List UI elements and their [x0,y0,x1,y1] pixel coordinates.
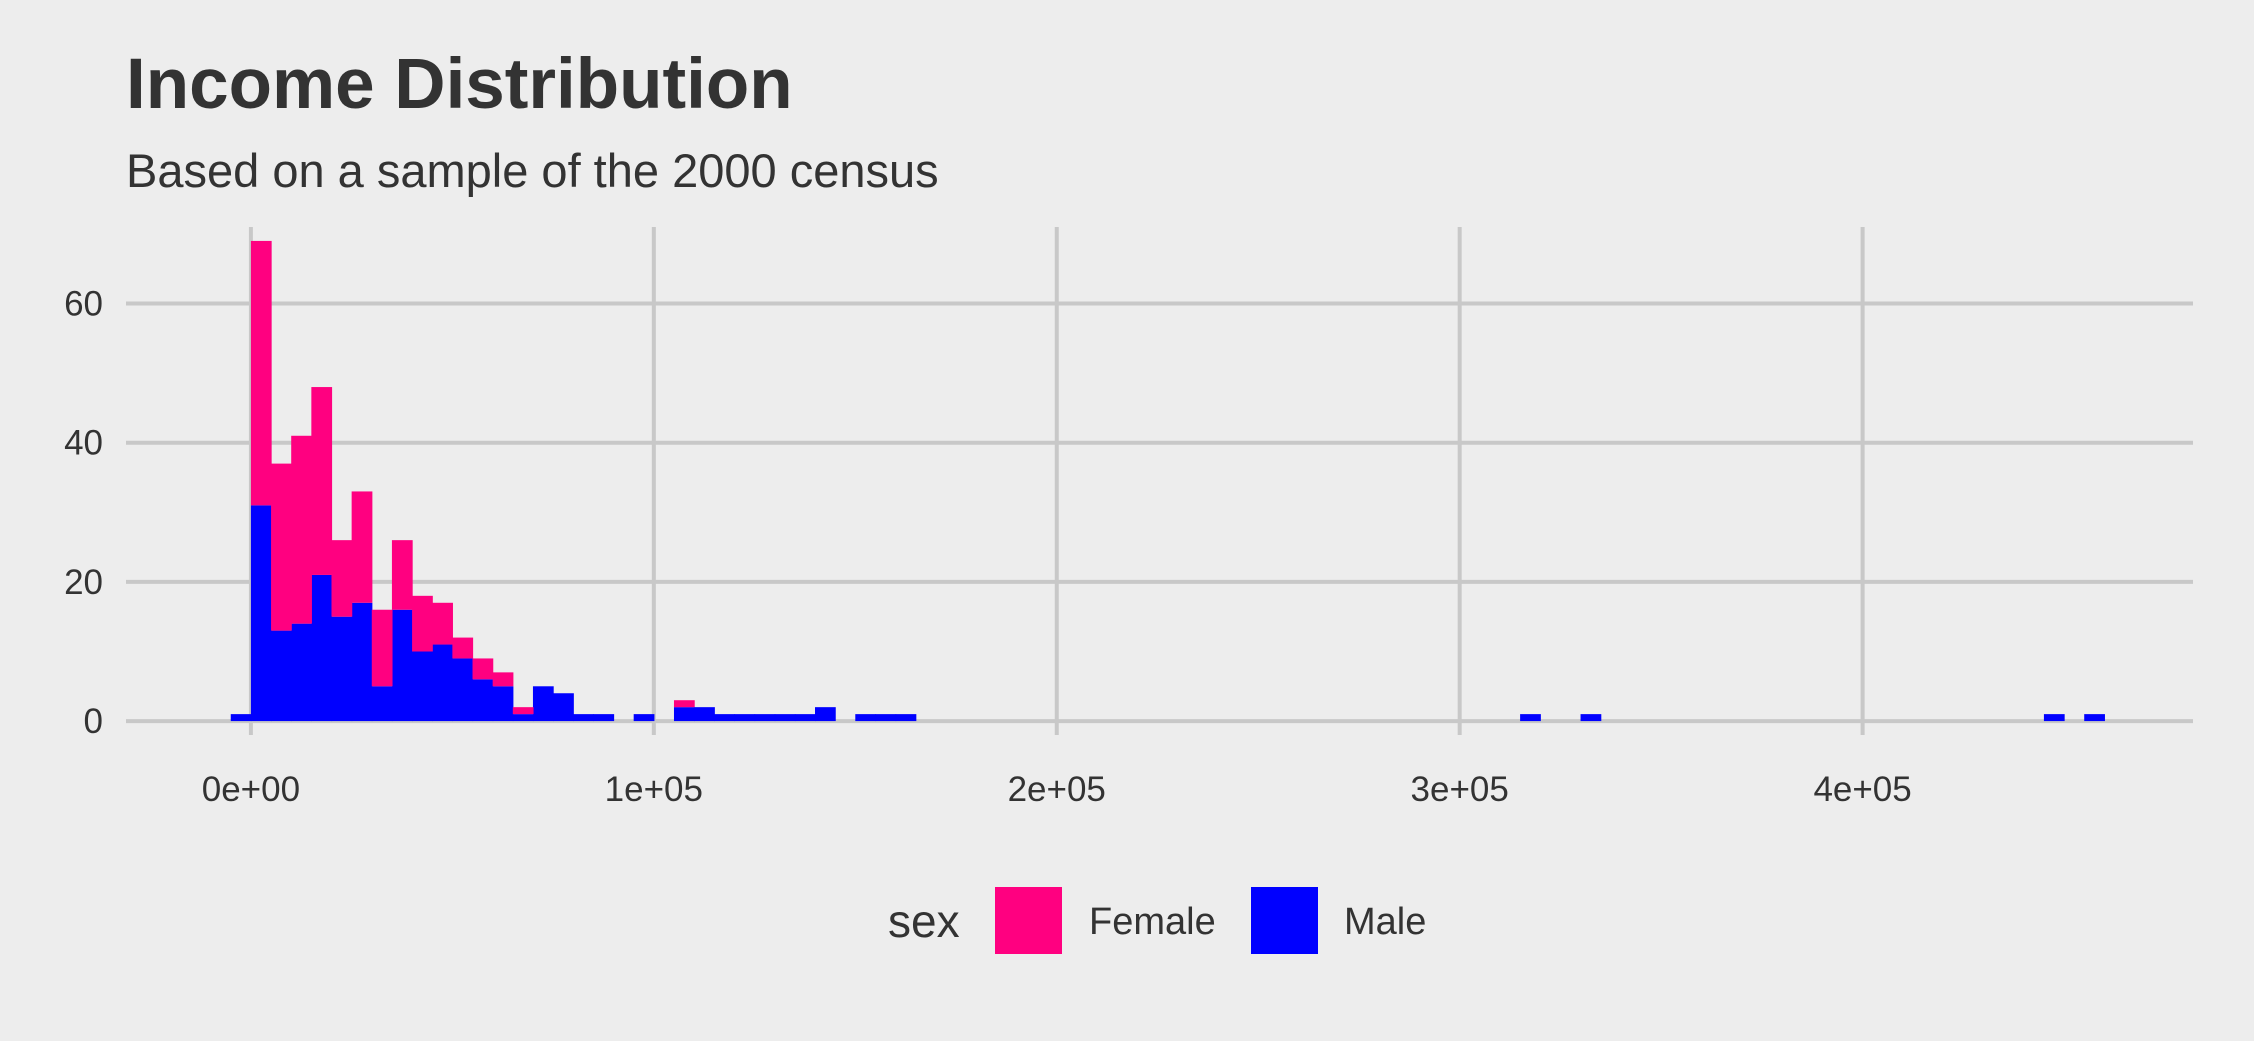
bar-male [754,714,776,722]
bar-male [714,714,736,722]
x-tick-label: 4e+05 [1813,770,1911,809]
legend-label-male: Male [1344,901,1426,943]
bar-male [512,714,534,722]
bar-male [432,644,453,722]
bar-male [694,707,715,722]
legend: sex Female Male [888,887,1426,954]
bar-male [1520,714,1541,722]
bar-male [230,714,252,722]
bar-male [331,616,353,722]
y-tick-label: 0 [84,702,103,741]
y-tick-label: 40 [64,424,103,463]
bar-male [895,714,917,722]
bar-male [794,714,816,722]
x-tick-label: 2e+05 [1008,770,1106,809]
y-tick-label: 60 [64,285,103,324]
y-tick-label: 20 [64,563,103,602]
bar-female [512,707,534,715]
bar-male [311,574,333,722]
bar-male [573,714,594,722]
x-axis-ticks: 0e+00 1e+05 2e+05 3e+05 4e+05 [202,770,1912,809]
bar-male [492,686,514,722]
bar-male [391,609,413,722]
bar-male [673,707,695,722]
legend-key-female [995,887,1062,954]
x-tick-label: 0e+00 [202,770,300,809]
bar-male [734,714,756,722]
bar-female [371,609,393,687]
bar-male [412,651,433,722]
bar-female [472,658,494,680]
bar-female [250,240,272,506]
bar-male [271,630,292,722]
bar-female [351,491,373,603]
bar-male [855,714,877,722]
bars [230,240,2105,722]
legend-title: sex [888,895,960,947]
bar-female [311,387,333,575]
bar-male [774,714,796,722]
chart-title: Income Distribution [126,45,793,124]
x-tick-label: 1e+05 [605,770,703,809]
bar-female [452,637,474,659]
bar-male [472,679,494,722]
bar-male [371,686,393,722]
bar-female [412,595,433,652]
bar-male [291,623,312,722]
bar-male [553,693,574,722]
bar-female [331,540,353,617]
bar-female [271,463,292,631]
bar-male [633,714,655,722]
bar-male [593,714,615,722]
x-tick-label: 3e+05 [1411,770,1509,809]
bar-male [2084,714,2105,722]
bar-male [875,714,897,722]
bar-male [532,686,554,722]
bar-female [432,602,453,645]
bar-male [250,505,272,722]
chart-subtitle: Based on a sample of the 2000 census [126,144,939,197]
legend-label-female: Female [1089,901,1216,943]
legend-key-male [1251,887,1318,954]
bar-female [673,700,695,708]
bar-female [391,540,413,610]
y-axis-ticks: 0 20 40 60 [64,285,103,742]
bar-male [452,658,474,722]
bar-female [492,672,514,687]
bar-male [815,707,836,722]
bar-male [2043,714,2065,722]
bar-female [291,435,312,624]
bar-male [351,602,373,722]
bar-male [1580,714,1602,722]
